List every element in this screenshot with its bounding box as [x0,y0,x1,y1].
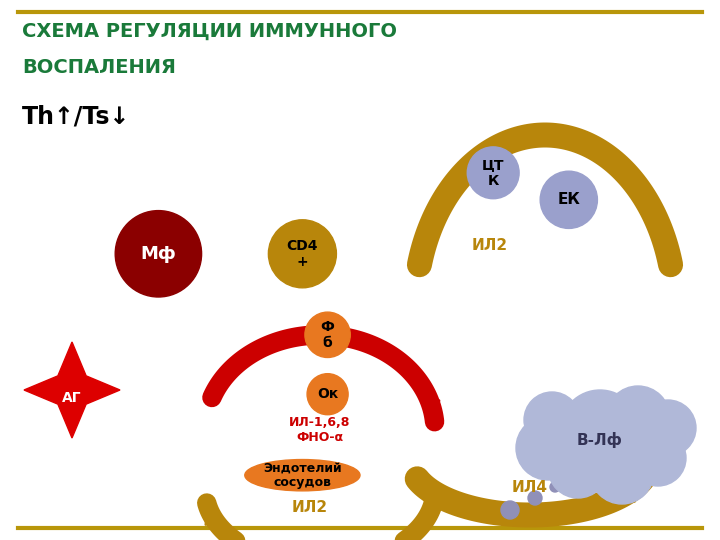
Polygon shape [24,342,120,438]
Text: В-Лф: В-Лф [577,432,623,448]
Text: ЕК: ЕК [557,192,580,207]
Circle shape [590,440,654,504]
Ellipse shape [245,460,360,491]
Text: ИЛ-1,6,8
ФНО-α: ИЛ-1,6,8 ФНО-α [289,416,351,444]
Circle shape [550,482,560,492]
Text: Ок: Ок [317,387,338,401]
Text: ИЛ4: ИЛ4 [512,481,548,496]
Text: CD4
+: CD4 + [287,239,318,269]
Text: ЦТ
К: ЦТ К [482,158,505,188]
Text: Th↑/Ts↓: Th↑/Ts↓ [22,105,130,129]
Text: Эндотелий
сосудов: Эндотелий сосудов [263,461,342,489]
Circle shape [524,392,580,448]
Circle shape [548,438,608,498]
Circle shape [115,211,202,297]
Circle shape [630,430,686,486]
Text: ИЛ2: ИЛ2 [292,501,328,516]
Circle shape [307,374,348,415]
Circle shape [540,171,598,228]
Circle shape [305,312,351,357]
Text: АГ: АГ [62,391,82,405]
Circle shape [467,147,519,199]
Circle shape [640,400,696,456]
Circle shape [269,220,336,288]
Circle shape [560,390,640,470]
Text: Ф
б: Ф б [320,320,335,350]
Text: СХЕМА РЕГУЛЯЦИИ ИММУННОГО: СХЕМА РЕГУЛЯЦИИ ИММУННОГО [22,22,397,41]
Circle shape [516,416,580,480]
Text: Мф: Мф [140,245,176,263]
Circle shape [606,386,670,450]
Text: ВОСПАЛЕНИЯ: ВОСПАЛЕНИЯ [22,58,176,77]
Circle shape [501,501,519,519]
Circle shape [528,491,542,505]
Text: ИЛ2: ИЛ2 [472,238,508,253]
